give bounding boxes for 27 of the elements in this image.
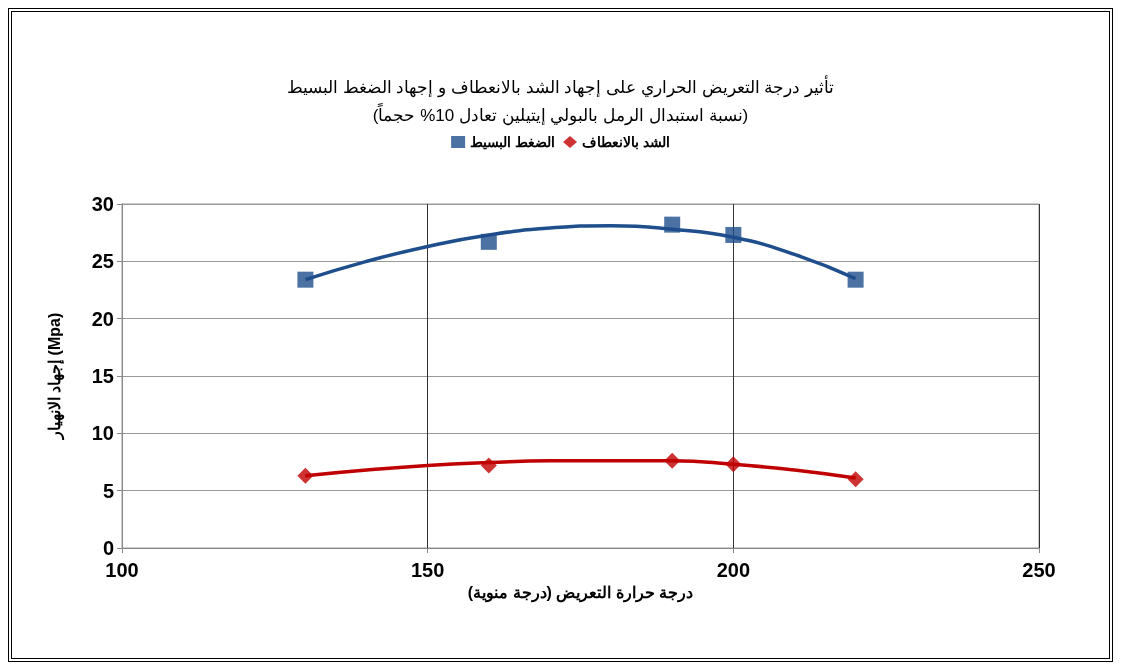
point <box>480 457 497 474</box>
chart-title: تأثير درجة التعريض الحراري على إجهاد الشد بالانعطاف و إجهاد الضغط البسيط <box>287 75 834 98</box>
y-axis-title: إجهاد الانهيار (Mpa) <box>45 312 65 441</box>
x-tick-label: 250 <box>1022 559 1056 581</box>
x-tick-label: 200 <box>716 559 751 581</box>
point <box>664 216 681 233</box>
point <box>847 471 864 488</box>
chart-subtitle: (نسبة استبدال الرمل بالبولي إيتيلين تعادل 10% حجماً) <box>372 102 749 126</box>
legend-label: الشد بالانعطاف <box>582 134 670 150</box>
y-tick-label: 0 <box>102 537 114 559</box>
y-tick-label: 5 <box>102 479 114 502</box>
point <box>725 456 742 473</box>
point <box>297 467 314 484</box>
x-tick-label: 100 <box>105 559 139 581</box>
point <box>664 452 681 469</box>
y-tick-label: 25 <box>91 250 114 273</box>
y-tick-label: 10 <box>91 422 114 445</box>
point <box>480 233 497 250</box>
point <box>725 226 742 243</box>
legend-label: الضغط البسيط <box>470 134 555 150</box>
point <box>847 271 864 288</box>
point <box>297 271 314 288</box>
x-tick-label: 150 <box>410 559 445 581</box>
y-tick-label: 20 <box>91 307 114 330</box>
y-tick-label: 15 <box>91 365 114 387</box>
x-axis-title: درجة حرارة التعريض (درجة منوية) <box>467 584 694 604</box>
y-tick-label: 30 <box>91 193 114 215</box>
